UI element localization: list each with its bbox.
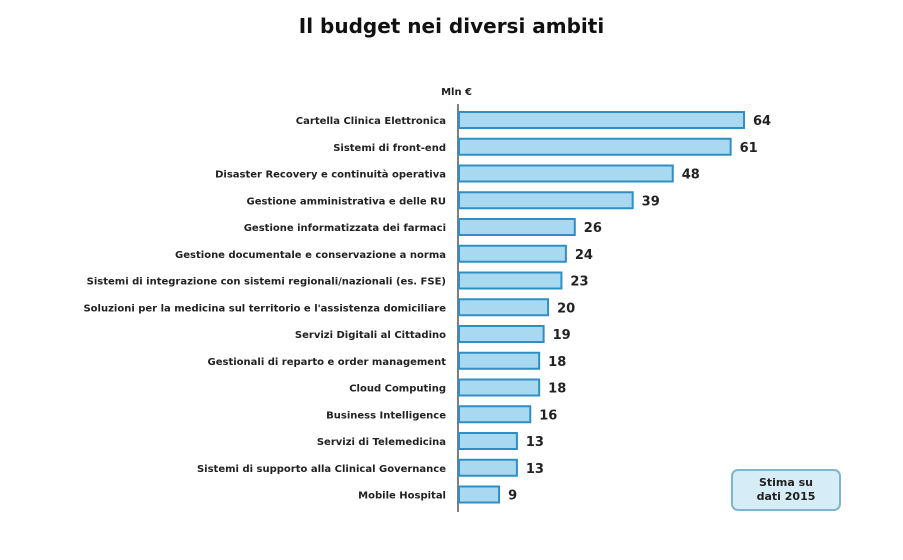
category-label: Servizi di Telemedicina	[317, 437, 446, 448]
bar	[458, 458, 518, 477]
bar	[458, 218, 576, 236]
value-label: 18	[548, 355, 566, 370]
bar	[458, 351, 541, 370]
value-label: 39	[642, 194, 660, 209]
category-label: Gestionali di reparto e order management	[208, 357, 447, 368]
category-label: Soluzioni per la medicina sul territorio…	[83, 303, 446, 314]
bar	[458, 164, 674, 183]
bar	[458, 378, 541, 397]
chart-title: Il budget nei diversi ambiti	[298, 14, 605, 38]
estimate-note-box: Stima su dati 2015	[731, 469, 841, 511]
value-label: 16	[539, 408, 557, 423]
value-label: 9	[508, 489, 517, 504]
value-label: 26	[584, 221, 602, 236]
category-label: Gestione informatizzata dei farmaci	[244, 223, 446, 234]
bar	[458, 111, 745, 129]
category-label: Gestione amministrativa e delle RU	[247, 196, 446, 207]
value-label: 13	[526, 462, 544, 477]
bar	[458, 244, 567, 263]
value-label: 19	[553, 328, 571, 343]
estimate-note-text: Stima su dati 2015	[757, 476, 816, 504]
category-label: Sistemi di supporto alla Clinical Govern…	[197, 464, 446, 475]
estimate-note-line2: dati 2015	[756, 490, 816, 503]
value-label: 13	[526, 435, 544, 450]
value-label: 48	[682, 168, 700, 183]
category-label: Cloud Computing	[349, 384, 446, 395]
estimate-note-line1: Stima su	[758, 476, 814, 489]
bar	[458, 298, 550, 317]
category-label: Servizi Digitali al Cittadino	[295, 330, 446, 341]
bar	[458, 405, 532, 424]
category-label: Cartella Clinica Elettronica	[296, 116, 446, 127]
value-label: 24	[575, 248, 593, 263]
bar	[458, 191, 634, 210]
bar	[458, 137, 732, 156]
value-label: 18	[548, 382, 566, 397]
unit-label: Mln €	[441, 87, 472, 98]
value-label: 23	[570, 275, 588, 290]
category-label: Sistemi di integrazione con sistemi regi…	[87, 277, 446, 288]
category-label: Business Intelligence	[326, 410, 446, 421]
bar	[458, 485, 501, 504]
category-label: Gestione documentale e conservazione a n…	[175, 250, 446, 261]
value-label: 61	[740, 141, 758, 156]
category-label: Mobile Hospital	[358, 491, 446, 502]
category-label: Sistemi di front-end	[333, 143, 446, 154]
bars-group: Cartella Clinica Elettronica 64 Sistemi di…	[83, 111, 771, 504]
bar	[458, 432, 518, 450]
bar	[458, 271, 563, 290]
value-label: 20	[557, 301, 575, 316]
value-label: 64	[753, 114, 771, 129]
bar	[458, 325, 545, 343]
category-label: Disaster Recovery e continuità operativa	[215, 169, 446, 181]
